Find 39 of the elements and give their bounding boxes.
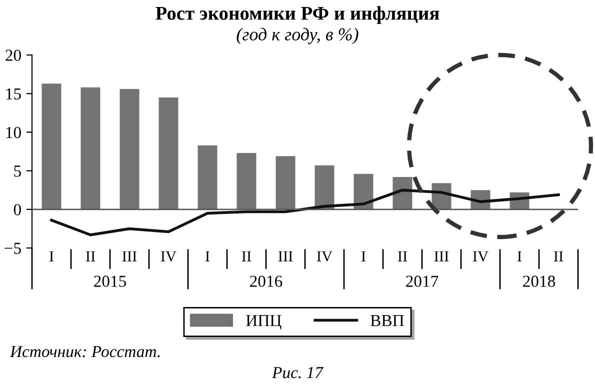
bar [314, 165, 334, 210]
x-tick-label: II [242, 251, 252, 262]
text: 2016 [250, 276, 282, 287]
x-tick-label: I [50, 251, 54, 262]
x-tick-label: I [206, 251, 210, 262]
x-tick-label: III [122, 251, 137, 262]
y-tick-label: 20 [6, 50, 21, 61]
text: 2018 [523, 276, 556, 287]
bar [80, 87, 100, 210]
y-tick-label: 0 [14, 204, 21, 216]
y-tick-label: −5 [4, 242, 21, 254]
bar [198, 145, 218, 210]
y-tick-label: 10 [6, 126, 21, 138]
y-tick-label: 15 [6, 88, 21, 100]
x-tick-label: II [86, 251, 96, 262]
x-tick-label: II [398, 251, 408, 262]
bar [276, 156, 296, 210]
x-tick-label: IV [160, 251, 176, 262]
chart-subtitle: (год к году, в %) [236, 28, 358, 44]
bar [158, 97, 178, 210]
x-tick-label: III [434, 251, 449, 262]
legend-label: ВВП [370, 315, 404, 326]
text: Рис. 17 [272, 367, 324, 378]
x-tick-label: III [278, 251, 293, 262]
line-series [50, 188, 560, 236]
y-tick-label: 5 [14, 166, 21, 177]
bar [236, 153, 256, 210]
x-tick-label: I [362, 251, 366, 262]
bar [120, 88, 140, 210]
text: Источник: Росстат. [10, 346, 160, 358]
x-tick-label: IV [472, 251, 488, 262]
x-tick-label: IV [316, 251, 332, 262]
bar [42, 84, 62, 210]
text: 2017 [406, 276, 438, 287]
legend-label: ИПЦ [246, 315, 282, 330]
x-tick-label: I [518, 251, 522, 262]
text: 2015 [94, 276, 126, 287]
x-tick-label: II [554, 251, 564, 262]
chart-title: Рост экономики РФ и инфляция [156, 6, 440, 24]
